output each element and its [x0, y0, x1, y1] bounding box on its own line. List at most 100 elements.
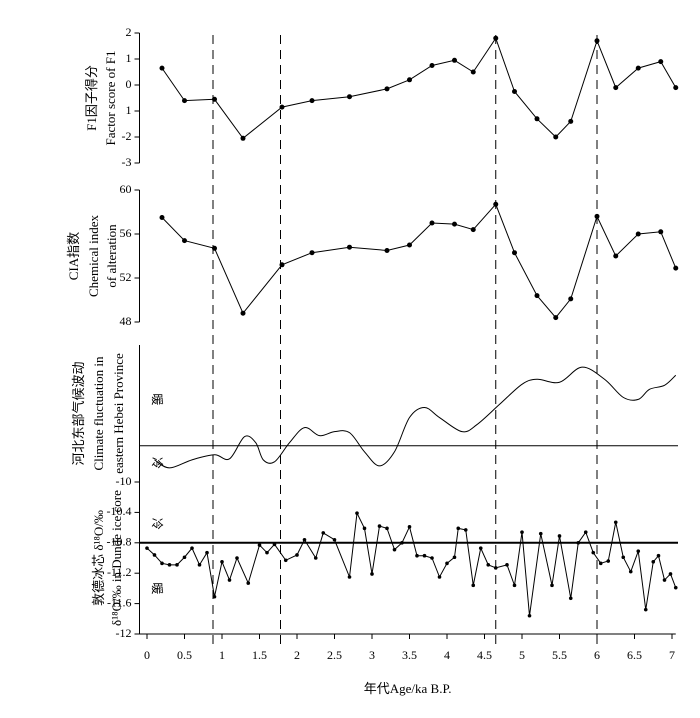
data-point [534, 293, 540, 299]
data-point [478, 546, 483, 550]
data-point [471, 583, 476, 588]
data-point [505, 563, 509, 567]
data-point [437, 575, 442, 579]
y-tick-label: 56 [120, 226, 132, 240]
y-axis-title: CIA指数 [66, 232, 81, 280]
x-tick-label: 6.5 [627, 648, 642, 662]
data-point [347, 575, 352, 579]
x-tick-label: 5 [519, 648, 525, 662]
y-tick-label: 52 [120, 270, 132, 284]
data-point [550, 583, 554, 588]
y-tick-label: -11.2 [107, 565, 132, 579]
x-axis-title: 年代Age/ka B.P. [364, 681, 452, 696]
y-axis-title: Chemical index [86, 215, 101, 297]
x-tick-label: 2 [294, 648, 300, 662]
y-tick-label: 1 [126, 103, 132, 117]
data-point [658, 59, 664, 65]
x-tick-label: 0 [144, 648, 150, 662]
data-point [190, 546, 194, 550]
data-point [445, 561, 449, 566]
y-axis-title: δ¹⁸O/‰ in Dunde ice core [109, 490, 124, 626]
data-point [407, 77, 412, 83]
data-point [175, 563, 179, 567]
data-point [283, 558, 288, 563]
data-point [613, 85, 619, 91]
data-point [167, 563, 172, 567]
data-point [197, 563, 202, 567]
data-point [534, 116, 540, 122]
data-point [621, 555, 626, 560]
data-point [362, 526, 367, 531]
y-tick-label: -3 [122, 155, 132, 169]
data-point [583, 530, 588, 534]
data-point [355, 511, 359, 515]
data-point [159, 215, 165, 220]
data-point [512, 583, 517, 588]
data-point [568, 596, 573, 601]
data-point [557, 534, 562, 538]
data-point [182, 238, 187, 244]
x-tick-label: 4.5 [477, 648, 492, 662]
data-point [452, 221, 457, 227]
data-point [347, 94, 352, 100]
x-tick-label: 2.5 [327, 648, 342, 662]
data-point [512, 89, 517, 94]
data-point [212, 594, 217, 599]
data-point [429, 63, 435, 68]
data-point [470, 69, 476, 75]
y-axis-title: of alteration [104, 224, 119, 288]
data-point [240, 135, 246, 141]
annotation: 冷 [150, 457, 164, 469]
y-tick-label: 48 [120, 314, 132, 328]
series-line [161, 203, 677, 319]
y-tick-label: -10.4 [107, 504, 132, 518]
y-tick-label: -10 [116, 474, 132, 488]
data-point [384, 86, 390, 92]
y-tick-label: 1 [126, 51, 132, 65]
data-point [240, 310, 246, 316]
data-point [452, 57, 457, 63]
data-point [430, 556, 434, 560]
data-point [377, 524, 382, 528]
data-point [512, 250, 517, 256]
data-point [636, 549, 641, 553]
data-point [302, 537, 307, 542]
data-point [662, 578, 667, 582]
data-point [159, 65, 165, 71]
data-point [295, 553, 299, 557]
data-point [606, 559, 611, 563]
data-point [598, 561, 603, 566]
data-point [635, 65, 641, 71]
data-point [347, 244, 352, 250]
data-point [321, 531, 326, 535]
data-point [384, 248, 390, 253]
data-point [400, 541, 404, 545]
x-tick-label: 3.5 [402, 648, 417, 662]
y-tick-label: 0 [126, 77, 132, 91]
data-point [220, 560, 224, 564]
data-point [591, 550, 596, 555]
x-tick-label: 7 [669, 648, 675, 662]
data-point [145, 546, 149, 550]
data-point [152, 553, 157, 557]
y-tick-label: 60 [120, 182, 132, 196]
data-point [613, 253, 619, 259]
data-point [415, 553, 419, 558]
data-point [407, 242, 412, 248]
annotation: 暖 [150, 393, 164, 405]
x-tick-label: 0.5 [177, 648, 192, 662]
data-point [309, 98, 315, 104]
data-point [235, 556, 239, 560]
data-point [456, 526, 461, 531]
data-point [628, 569, 633, 574]
series-line [154, 366, 677, 469]
data-point [309, 250, 315, 256]
data-point [576, 541, 581, 545]
data-point [422, 553, 427, 558]
data-point [279, 104, 285, 110]
data-point [182, 555, 187, 560]
annotation: 冷 [150, 518, 164, 530]
x-tick-label: 3 [369, 648, 375, 662]
